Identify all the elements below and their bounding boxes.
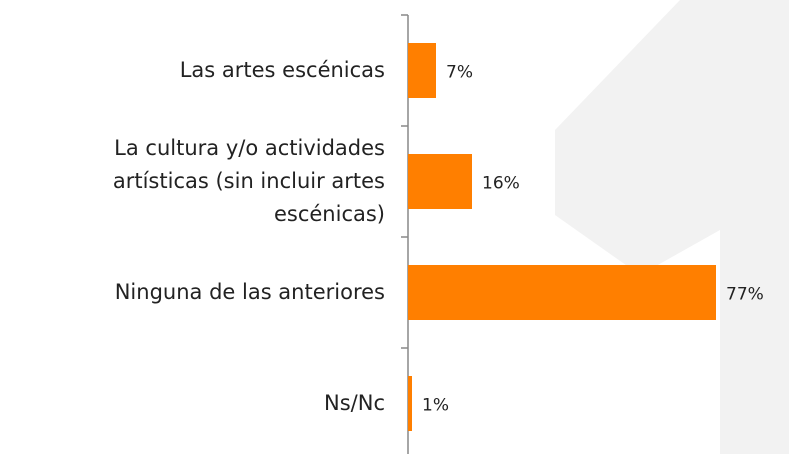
- category-label: Ns/Nc: [0, 348, 385, 454]
- category-text: La cultura y/o actividades artísticas (s…: [112, 136, 385, 226]
- bar: [408, 376, 412, 431]
- value-label: 7%: [446, 63, 473, 83]
- category-text: Ns/Nc: [324, 391, 385, 415]
- value-label: 77%: [726, 285, 764, 305]
- watermark: [555, 0, 789, 454]
- value-label: 16%: [482, 174, 520, 194]
- category-label: Las artes escénicas: [0, 15, 385, 126]
- category-text: Las artes escénicas: [179, 58, 385, 82]
- bar: [408, 154, 472, 209]
- category-label: Ninguna de las anteriores: [0, 237, 385, 348]
- category-label: La cultura y/o actividades artísticas (s…: [0, 126, 385, 237]
- category-text: Ninguna de las anteriores: [114, 280, 385, 304]
- bar: [408, 265, 716, 320]
- bar: [408, 43, 436, 98]
- value-label: 1%: [422, 396, 449, 416]
